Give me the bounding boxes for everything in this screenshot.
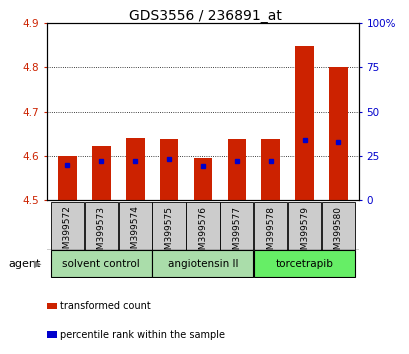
Text: GSM399573: GSM399573 xyxy=(97,206,106,261)
Bar xyxy=(85,202,118,250)
Bar xyxy=(294,46,313,200)
Bar xyxy=(51,250,151,277)
Bar xyxy=(126,138,144,200)
Bar xyxy=(254,202,287,250)
Text: torcetrapib: torcetrapib xyxy=(275,259,333,269)
Bar xyxy=(220,202,253,250)
Text: GSM399579: GSM399579 xyxy=(299,206,308,261)
Text: GSM399575: GSM399575 xyxy=(164,206,173,261)
Text: solvent control: solvent control xyxy=(62,259,140,269)
Text: GSM399576: GSM399576 xyxy=(198,206,207,261)
Bar xyxy=(287,202,320,250)
Bar xyxy=(261,139,279,200)
Text: agent: agent xyxy=(8,259,40,269)
Bar xyxy=(328,67,347,200)
Bar xyxy=(118,202,151,250)
Text: GSM399574: GSM399574 xyxy=(130,206,139,261)
Bar xyxy=(254,250,354,277)
Text: GSM399578: GSM399578 xyxy=(265,206,274,261)
Text: GSM399572: GSM399572 xyxy=(63,206,72,261)
Bar xyxy=(321,202,354,250)
Bar xyxy=(92,145,110,200)
Text: GDS3556 / 236891_at: GDS3556 / 236891_at xyxy=(128,9,281,23)
Text: angiotensin II: angiotensin II xyxy=(167,259,238,269)
Text: transformed count: transformed count xyxy=(60,301,151,311)
Bar xyxy=(227,139,245,200)
Text: GSM399577: GSM399577 xyxy=(232,206,241,261)
Bar xyxy=(152,250,253,277)
Bar xyxy=(186,202,219,250)
Bar xyxy=(152,202,185,250)
Bar xyxy=(193,158,212,200)
Text: ▶: ▶ xyxy=(34,259,41,269)
Bar xyxy=(58,156,76,200)
Bar xyxy=(160,139,178,200)
Text: GSM399580: GSM399580 xyxy=(333,206,342,261)
Text: percentile rank within the sample: percentile rank within the sample xyxy=(60,330,225,339)
Bar xyxy=(51,202,84,250)
